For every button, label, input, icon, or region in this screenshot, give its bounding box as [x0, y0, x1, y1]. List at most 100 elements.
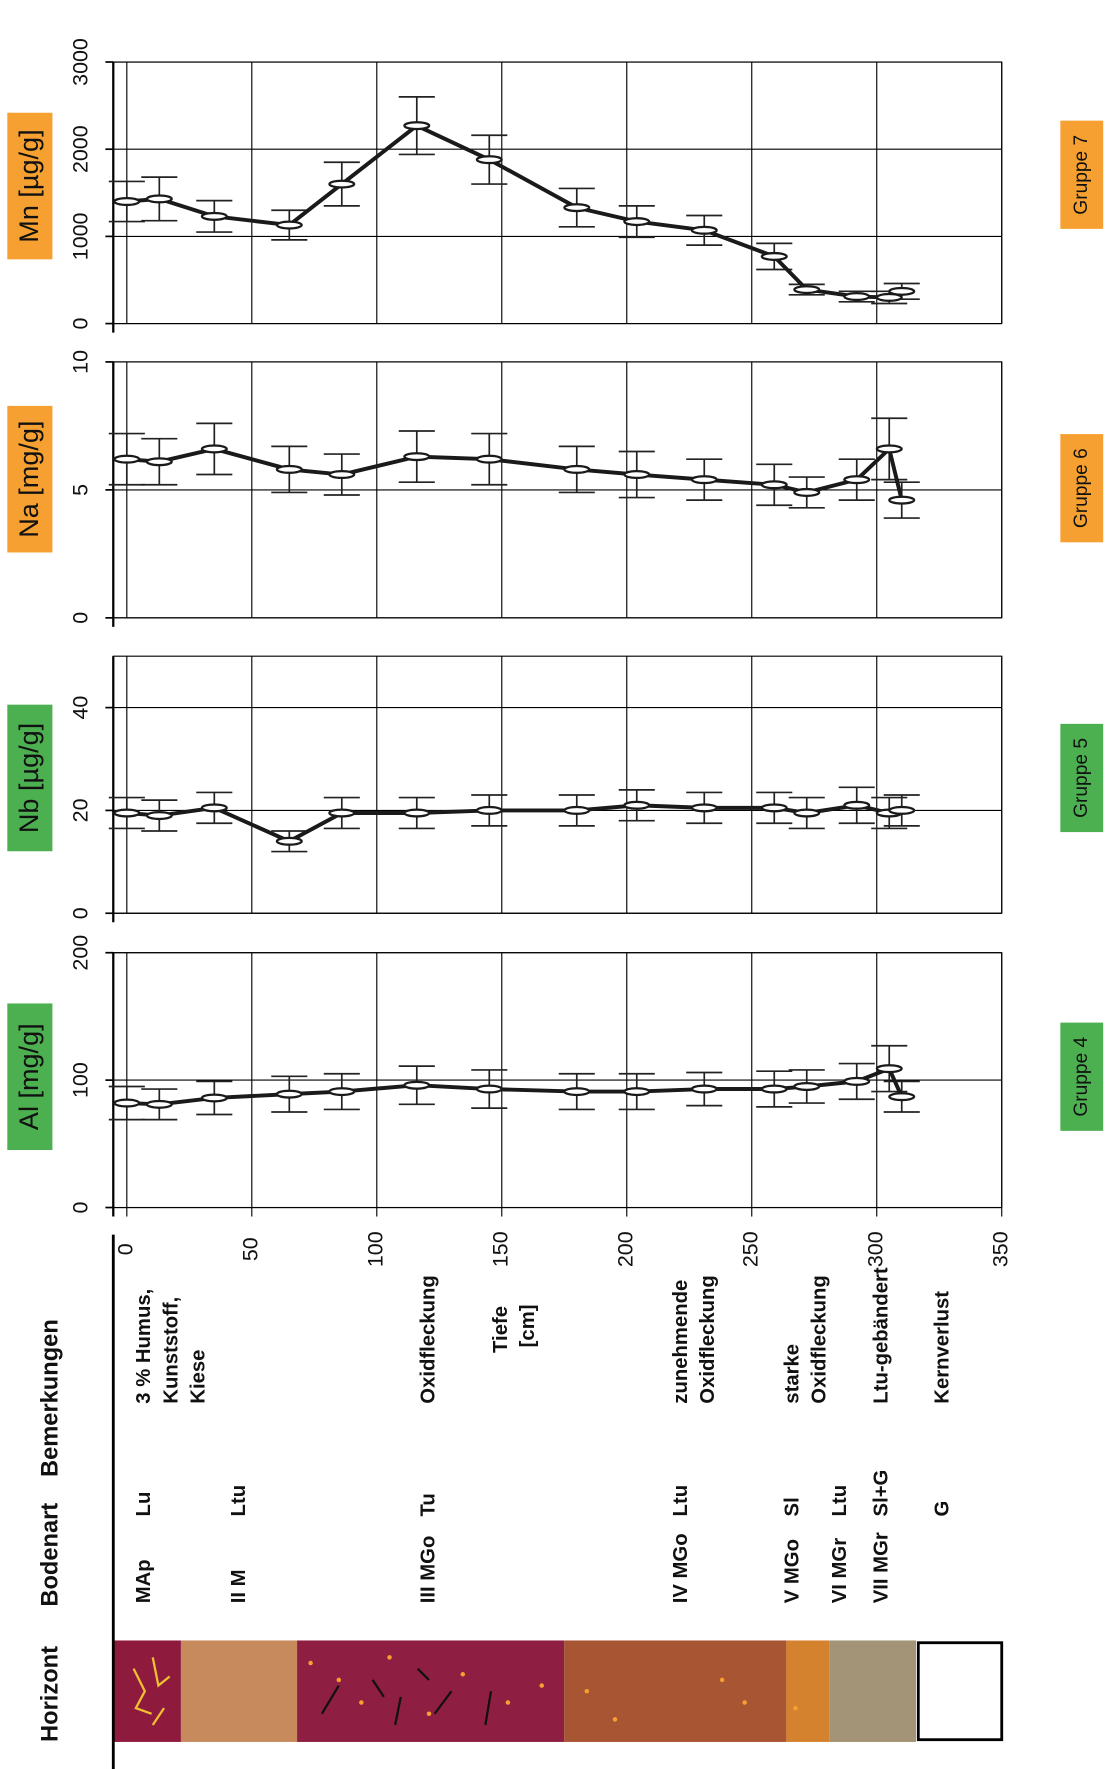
data-point [623, 1087, 651, 1097]
data-point [475, 805, 503, 815]
y-tick-label: 0 [68, 612, 92, 624]
data-point [328, 808, 356, 818]
group-label: Gruppe 5 [1071, 738, 1092, 818]
data-point [275, 836, 303, 846]
horizont: MAp [133, 1559, 155, 1603]
data-point [760, 803, 788, 813]
data-point [563, 805, 591, 815]
chart-title: Na [mg/g] [14, 421, 44, 538]
data-point [793, 808, 821, 818]
data-point [690, 803, 718, 813]
bodenart: Lu [133, 1492, 155, 1517]
data-point [328, 179, 356, 189]
data-point [563, 1087, 591, 1097]
layer [297, 1640, 565, 1742]
y-tick-label: 0 [68, 907, 92, 919]
data-point [843, 800, 871, 810]
data-point [200, 803, 228, 813]
title-background [7, 704, 53, 852]
group-label: Gruppe 7 [1071, 135, 1092, 215]
data-point [475, 1084, 503, 1094]
data-point [888, 1092, 916, 1102]
data-point [760, 251, 788, 261]
layer [786, 1640, 830, 1742]
data-point [563, 464, 591, 474]
group-label: Gruppe 4 [1071, 1036, 1092, 1116]
data-point [875, 1064, 903, 1074]
data-point [145, 194, 173, 204]
bemerkung: Oxidfleckung [417, 1275, 439, 1403]
bemerkung: 3 % Humus, [133, 1289, 155, 1404]
y-tick-label: 20 [68, 798, 92, 822]
bemerkung: zunehmende [670, 1280, 692, 1404]
data-point [690, 1084, 718, 1094]
title-background [7, 1003, 53, 1151]
bodenart: Tu [417, 1493, 439, 1516]
texture [320, 1667, 493, 1726]
texture [308, 1655, 798, 1722]
x-tick-label: 50 [238, 1237, 262, 1261]
bemerkung: Kernverlust [931, 1291, 953, 1404]
layer [564, 1640, 787, 1742]
group-background [1060, 723, 1104, 833]
data-point [145, 1099, 173, 1109]
data-point [113, 808, 141, 818]
layer [916, 1641, 1004, 1742]
data-point [760, 480, 788, 490]
data-point [843, 475, 871, 485]
horizont: V MGo [782, 1539, 804, 1603]
horizont: VI MGr [829, 1538, 851, 1603]
data-point [793, 487, 821, 497]
column-header: Bemerkungen [38, 1319, 64, 1477]
x-tick-label: 200 [613, 1231, 637, 1267]
chart-title: Nb [µg/g] [14, 723, 44, 833]
y-tick-label: 2000 [68, 125, 92, 173]
data-point [200, 211, 228, 221]
layer [829, 1640, 917, 1742]
y-tick-label: 3000 [68, 38, 92, 86]
bemerkung: Oxidfleckung [697, 1275, 719, 1403]
x-tick-label: 100 [363, 1231, 387, 1267]
data-point [793, 285, 821, 295]
data-point [843, 292, 871, 302]
y-tick-label: 40 [68, 696, 92, 720]
data-point [888, 805, 916, 815]
data-point [760, 1084, 788, 1094]
chart-title: Al [mg/g] [14, 1023, 44, 1130]
group-background [1060, 120, 1104, 229]
x-tick-label: 150 [488, 1231, 512, 1267]
column-header: Horizont [38, 1646, 64, 1742]
data-point [403, 1080, 431, 1090]
data-point [145, 457, 173, 467]
data-point [200, 1093, 228, 1103]
y-tick-label: 0 [68, 318, 92, 330]
data-point [275, 220, 303, 230]
y-tick-label: 10 [68, 350, 92, 374]
data-point [690, 225, 718, 235]
data-line [126, 446, 904, 501]
data-point [475, 454, 503, 464]
data-point [275, 464, 303, 474]
bodenart: Sl+G [871, 1470, 893, 1517]
data-point [328, 1087, 356, 1097]
bemerkung: starke [782, 1344, 804, 1404]
data-point [875, 292, 903, 302]
data-point [475, 155, 503, 165]
data-point [113, 454, 141, 464]
texture [132, 1657, 171, 1726]
layer [180, 1640, 298, 1742]
plot-frame [112, 61, 1003, 325]
data-point [403, 808, 431, 818]
soil-column [111, 1234, 1004, 1769]
horizont: IV MGo [670, 1533, 692, 1603]
bemerkung: Kiese [187, 1350, 209, 1404]
data-point [875, 444, 903, 454]
x-axis-label: [cm] [517, 1304, 539, 1347]
plot-frame [112, 655, 1003, 914]
data-point [113, 1098, 141, 1108]
data-point [403, 452, 431, 462]
y-tick-label: 100 [68, 1062, 92, 1098]
y-tick-label: 200 [68, 935, 92, 971]
x-tick-label: 0 [113, 1243, 137, 1255]
bodenart: Sl [782, 1497, 804, 1516]
